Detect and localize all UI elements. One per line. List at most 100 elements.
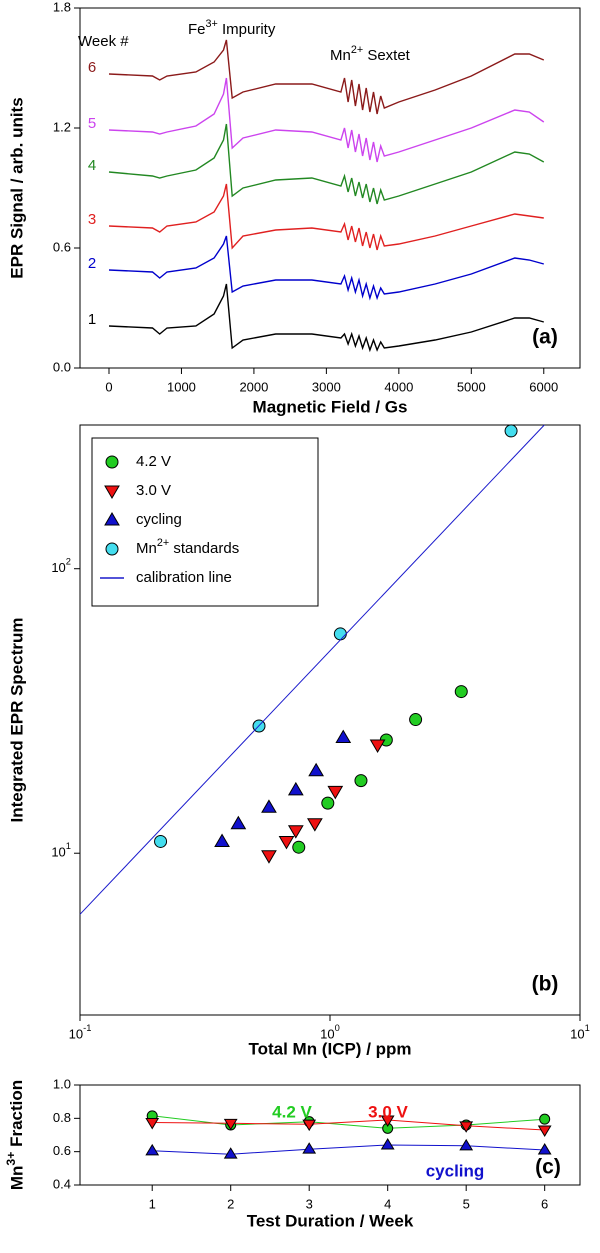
y-tick-label: 0.8 xyxy=(53,1110,71,1125)
annotation: Mn2+ Sextet xyxy=(330,44,411,64)
x-tick-label: 6 xyxy=(541,1196,548,1211)
series-line xyxy=(152,1119,545,1131)
legend-label: calibration line xyxy=(136,569,232,586)
marker xyxy=(278,835,295,850)
x-tick-label: 6000 xyxy=(529,379,558,394)
marker xyxy=(154,834,168,848)
marker xyxy=(321,796,335,810)
series-line xyxy=(108,183,544,251)
marker xyxy=(308,762,324,777)
series-line xyxy=(108,123,545,205)
series-label: cycling xyxy=(426,1161,485,1180)
y-axis-label: Integrated EPR Spectrum xyxy=(7,618,26,823)
marker xyxy=(327,785,344,800)
marker xyxy=(287,781,304,796)
x-axis-label: Magnetic Field / Gs xyxy=(253,397,408,416)
series-line xyxy=(152,1144,545,1155)
marker xyxy=(223,1147,238,1159)
y-tick-label: 1.0 xyxy=(53,1076,71,1091)
x-tick-label: 1000 xyxy=(167,379,196,394)
marker xyxy=(287,825,304,839)
annotation: Week # xyxy=(78,33,129,50)
x-tick-label: 0 xyxy=(105,379,112,394)
x-tick-label: 5000 xyxy=(457,379,486,394)
marker xyxy=(307,818,323,832)
series-line xyxy=(79,424,545,915)
plot-frame xyxy=(79,1084,581,1186)
marker xyxy=(537,1143,552,1155)
y-tick-label: 101 xyxy=(51,842,71,860)
series-line xyxy=(108,77,545,163)
series-line xyxy=(108,235,544,301)
marker xyxy=(105,455,119,469)
legend-label: 4.2 V xyxy=(136,453,171,470)
marker xyxy=(292,840,306,854)
x-tick-label: 3000 xyxy=(312,379,341,394)
series-label: 5 xyxy=(88,115,96,132)
marker xyxy=(105,542,119,556)
marker xyxy=(223,1118,238,1131)
marker xyxy=(230,815,247,830)
marker xyxy=(354,774,368,788)
marker xyxy=(302,1119,317,1132)
x-tick-label: 4 xyxy=(384,1196,391,1211)
x-tick-label: 4000 xyxy=(384,379,413,394)
marker xyxy=(409,713,423,727)
marker xyxy=(459,1121,474,1133)
legend-label: Mn2+ standards xyxy=(136,537,239,557)
x-tick-label: 3 xyxy=(306,1196,313,1211)
series-label: 6 xyxy=(88,59,96,76)
x-tick-label: 1 xyxy=(149,1196,156,1211)
marker xyxy=(261,850,277,864)
x-tick-label: 2 xyxy=(227,1196,234,1211)
series-line xyxy=(108,283,544,353)
y-tick-label: 0.6 xyxy=(53,239,71,254)
marker xyxy=(454,685,468,699)
marker xyxy=(145,1118,160,1130)
y-tick-label: 1.2 xyxy=(53,119,71,134)
y-tick-label: 1.8 xyxy=(53,0,71,14)
legend-box xyxy=(91,437,319,607)
marker xyxy=(104,512,120,526)
legend-label: 3.0 V xyxy=(136,482,171,499)
marker xyxy=(537,1125,552,1137)
panel-label: (a) xyxy=(532,326,558,349)
marker xyxy=(214,833,230,847)
marker xyxy=(380,1115,395,1127)
marker xyxy=(261,799,277,813)
y-tick-label: 102 xyxy=(51,557,71,575)
marker xyxy=(539,1113,551,1125)
series-label: 4 xyxy=(88,157,96,174)
marker xyxy=(504,424,518,438)
y-tick-label: 0.6 xyxy=(53,1143,71,1158)
plot-frame xyxy=(79,7,581,369)
x-tick-label: 10-1 xyxy=(69,1023,92,1041)
series-label: 3.0 V xyxy=(368,1102,408,1121)
marker xyxy=(335,729,352,744)
y-axis-label: EPR Signal / arb. units xyxy=(7,97,26,278)
panel-label: (c) xyxy=(535,1156,561,1179)
series-line xyxy=(108,39,545,115)
marker xyxy=(380,1138,395,1150)
marker xyxy=(333,627,347,641)
marker xyxy=(104,485,120,499)
x-tick-label: 101 xyxy=(570,1023,590,1041)
marker xyxy=(459,1138,474,1151)
y-tick-label: 0.0 xyxy=(53,359,71,374)
y-tick-label: 0.4 xyxy=(53,1176,71,1191)
marker xyxy=(145,1143,160,1156)
x-axis-label: Total Mn (ICP) / ppm xyxy=(248,1039,411,1058)
panel-label: (b) xyxy=(532,973,559,996)
x-tick-label: 2000 xyxy=(239,379,268,394)
series-label: 1 xyxy=(88,311,96,328)
x-tick-label: 5 xyxy=(463,1196,470,1211)
series-label: 4.2 V xyxy=(272,1102,312,1121)
annotation: Fe3+ Impurity xyxy=(188,18,276,38)
marker xyxy=(302,1142,317,1154)
legend-label: cycling xyxy=(136,511,182,528)
y-axis-label: Mn3+ Fraction xyxy=(4,1080,26,1190)
marker xyxy=(369,739,386,754)
series-label: 3 xyxy=(88,211,96,228)
series-label: 2 xyxy=(88,255,96,272)
